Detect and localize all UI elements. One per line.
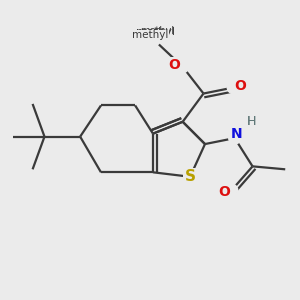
Text: O: O: [168, 58, 180, 72]
Text: H: H: [246, 115, 256, 128]
Circle shape: [227, 82, 239, 94]
Text: methyl: methyl: [132, 30, 169, 40]
Circle shape: [177, 61, 189, 73]
Text: O: O: [235, 79, 247, 93]
Text: N: N: [230, 127, 242, 141]
Text: methyl: methyl: [136, 27, 176, 37]
Text: S: S: [184, 169, 196, 184]
Text: methyl: methyl: [140, 26, 175, 36]
Text: H: H: [246, 115, 256, 128]
Circle shape: [226, 184, 238, 196]
Text: O: O: [218, 184, 230, 199]
Text: O: O: [218, 184, 230, 199]
Circle shape: [229, 132, 241, 144]
Text: O: O: [168, 58, 180, 72]
Text: S: S: [184, 169, 196, 184]
Text: O: O: [235, 79, 247, 93]
Text: N: N: [230, 127, 242, 141]
Circle shape: [185, 171, 196, 182]
